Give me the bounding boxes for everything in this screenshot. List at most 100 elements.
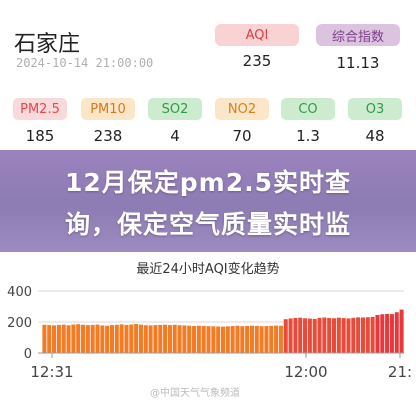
aqi-bar [56, 324, 61, 353]
aqi-bar [327, 317, 332, 353]
pollutant-badge-pm25: PM2.5 [13, 98, 67, 120]
aqi-bar [259, 326, 264, 353]
pollutant-badge-no2: NO2 [215, 98, 269, 120]
aqi-trend-chart: 400 200 012:31 12:00 21: [7, 285, 412, 381]
aqi-bar [283, 319, 288, 353]
x-tick-label: 12:31 [30, 363, 73, 381]
aqi-bar [206, 326, 211, 353]
pollutant-badge-co: CO [281, 98, 335, 120]
pollutant-value-pm25: 185 [25, 127, 55, 145]
aqi-bar [167, 325, 172, 353]
aqi-bar [196, 325, 201, 353]
city-name: 石家庄 [14, 32, 81, 57]
update-timestamp: 2024-10-14 21:00:00 [16, 56, 154, 70]
aqi-bar [148, 325, 153, 353]
aqi-bar [95, 324, 100, 353]
aqi-bar [312, 318, 317, 353]
aqi-bar [109, 325, 114, 353]
pollutant-value-so2: 4 [170, 127, 180, 145]
pollutant-badge-pm10: PM10 [81, 98, 135, 120]
aqi-bar [385, 313, 390, 353]
aqi-bar [42, 324, 47, 353]
pollutant-value-no2: 70 [232, 127, 252, 145]
aqi-bar [394, 312, 399, 353]
aqi-bar [172, 324, 177, 353]
aqi-card: 石家庄 2024-10-14 21:00:00 AQI 235 综合指数 11.… [0, 24, 416, 399]
aqi-bar [274, 325, 279, 353]
aqi-bar [332, 318, 337, 353]
aqi-bar [61, 324, 66, 353]
y-tick-label: 200 [7, 316, 32, 331]
aqi-bar [129, 324, 134, 353]
aqi-bar [346, 318, 351, 353]
aqi-bar [235, 325, 240, 353]
aqi-bar [360, 317, 365, 353]
headline-line-2: 询，保定空气质量实时监 [64, 210, 351, 239]
y-tick-label: 400 [7, 285, 32, 300]
aqi-bar [85, 325, 90, 353]
aqi-bar [81, 324, 86, 353]
aqi-bar [100, 325, 105, 353]
aqi-bar [187, 325, 192, 353]
aqi-bar [192, 326, 197, 353]
aqi-bar [317, 317, 322, 353]
aqi-bar [264, 326, 269, 353]
aqi-bar [114, 324, 119, 353]
aqi-bar [380, 314, 385, 353]
aqi-bar [278, 325, 283, 353]
aqi-bar [375, 315, 380, 353]
aqi-badge: AQI [215, 24, 299, 46]
aqi-bar [288, 318, 293, 353]
x-tick-label: 12:00 [284, 363, 327, 381]
aqi-bar [216, 326, 221, 353]
aqi-bar [249, 325, 254, 353]
aqi-bar [124, 324, 129, 353]
aqi-bar [158, 324, 163, 353]
composite-index-badge: 综合指数 [316, 24, 400, 46]
aqi-bar [322, 317, 327, 353]
aqi-bar [370, 316, 375, 353]
aqi-value: 235 [242, 52, 272, 70]
aqi-bar [143, 325, 148, 353]
composite-index-value: 11.13 [336, 54, 380, 72]
aqi-bar [225, 326, 230, 353]
pollutant-value-co: 1.3 [296, 127, 320, 145]
aqi-bar [71, 324, 76, 353]
aqi-bar [177, 325, 182, 353]
aqi-bar [211, 326, 216, 353]
aqi-bar [245, 326, 250, 353]
aqi-bar [356, 317, 361, 353]
aqi-bar [365, 317, 370, 353]
aqi-bar [293, 317, 298, 353]
aqi-bar [389, 314, 394, 353]
headline-line-1: 12月保定pm2.5实时查 [64, 168, 352, 197]
aqi-bar [351, 317, 356, 353]
aqi-bar [119, 324, 124, 353]
aqi-bar [163, 324, 168, 353]
aqi-bar [230, 326, 235, 353]
pollutant-badge-o3: O3 [348, 98, 402, 120]
pollutant-badge-so2: SO2 [148, 98, 202, 120]
aqi-bar [254, 325, 259, 353]
aqi-bar [303, 318, 308, 353]
aqi-bar [47, 325, 52, 353]
aqi-bar [76, 324, 81, 353]
aqi-bar [153, 325, 158, 353]
aqi-bar [90, 324, 95, 353]
aqi-bar [298, 317, 303, 353]
x-tick-label: 21: [388, 363, 412, 381]
aqi-bar [269, 325, 274, 353]
aqi-bar [52, 325, 57, 353]
aqi-bar [201, 325, 206, 353]
aqi-bar [66, 325, 71, 353]
aqi-bar [240, 326, 245, 353]
aqi-bar [220, 326, 226, 353]
aqi-bar [134, 324, 139, 353]
headline-banner: 12月保定pm2.5实时查 询，保定空气质量实时监 [0, 150, 416, 252]
aqi-bar [138, 324, 143, 353]
aqi-bar [105, 325, 110, 353]
pollutant-value-pm10: 238 [93, 127, 123, 145]
watermark: @中国天气气象频道 [150, 388, 240, 399]
aqi-bar [399, 309, 404, 353]
aqi-bar [307, 318, 312, 353]
